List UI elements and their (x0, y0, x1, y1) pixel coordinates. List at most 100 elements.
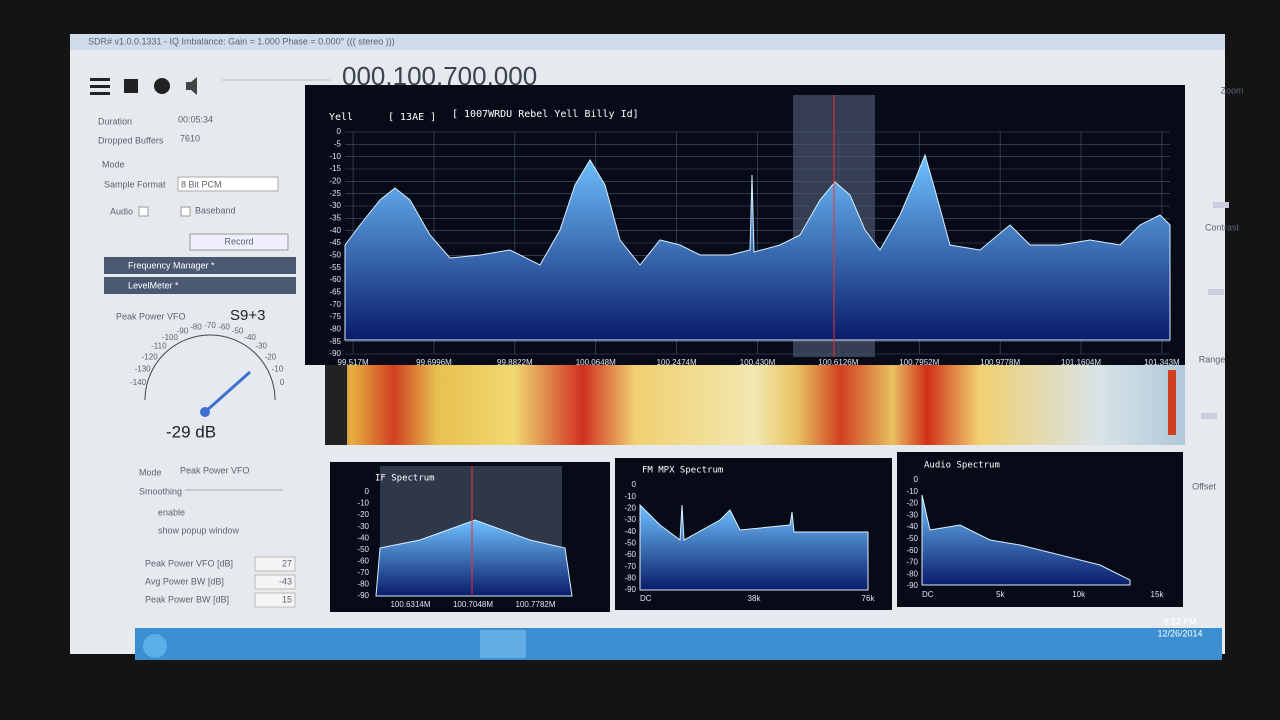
y-tick-label: -80 (906, 569, 918, 578)
slider-label: Offset (1192, 481, 1216, 491)
taskbar (135, 628, 1222, 660)
x-tick-label: 100.6126M (818, 358, 858, 367)
stat-label: Peak Power BW [dB] (145, 594, 229, 604)
y-tick-label: 0 (914, 475, 919, 484)
s-reading: S9+3 (230, 307, 265, 324)
slider-thumb[interactable] (1201, 413, 1217, 419)
value: 7610 (180, 133, 200, 143)
button-label: Record (224, 236, 253, 246)
section-header[interactable] (104, 277, 296, 294)
mute-button[interactable] (186, 77, 197, 95)
y-tick-label: -10 (624, 492, 636, 501)
dropdown-value[interactable]: Peak Power VFO (180, 465, 250, 475)
x-tick-label: 100.2474M (657, 358, 697, 367)
label: Audio (110, 206, 133, 216)
x-tick-label: 5k (996, 590, 1005, 599)
x-tick-label: 100.0648M (576, 358, 616, 367)
y-tick-label: -90 (329, 349, 341, 358)
y-tick-label: -40 (329, 226, 341, 235)
meter-scale-label: -120 (142, 352, 159, 361)
y-tick-label: -40 (906, 522, 918, 531)
label: Mode (139, 467, 162, 477)
slider-label: Contrast (1205, 222, 1240, 232)
record-button[interactable] (189, 233, 289, 251)
x-tick-label: 101.1604M (1061, 358, 1101, 367)
y-tick-label: -5 (334, 139, 342, 148)
x-tick-label: 76k (862, 594, 876, 603)
label: Peak Power VFO (116, 311, 186, 321)
y-tick-label: -90 (624, 585, 636, 594)
x-tick-label: 99.517M (338, 358, 369, 367)
if-trace (375, 519, 573, 597)
color-scale (1168, 370, 1176, 435)
spectrum-trace (344, 153, 1171, 341)
y-tick-label: -80 (357, 580, 369, 589)
y-tick-label: -55 (329, 263, 341, 272)
section-title: LevelMeter * (128, 280, 179, 290)
y-tick-label: -45 (329, 238, 341, 247)
y-tick-label: -30 (357, 522, 369, 531)
menu-icon[interactable] (90, 78, 110, 81)
settings-button[interactable] (154, 78, 170, 94)
panel-title: IF Spectrum (375, 474, 435, 484)
start-button[interactable] (143, 634, 167, 658)
y-tick-label: -35 (329, 213, 341, 222)
meter-scale-label: -100 (162, 333, 179, 342)
dropdown-value: 8 Bit PCM (181, 179, 222, 189)
y-tick-label: -40 (624, 527, 636, 536)
checkbox-label[interactable]: show popup window (158, 525, 240, 535)
y-tick-label: -60 (906, 546, 918, 555)
stat-label: Avg Power BW [dB] (145, 576, 224, 586)
y-tick-label: -90 (906, 581, 918, 590)
y-tick-label: -20 (624, 503, 636, 512)
meter-scale-label: -60 (218, 322, 230, 331)
y-tick-label: -65 (329, 287, 341, 296)
checkbox-label[interactable]: enable (158, 507, 185, 517)
label: Smoothing (139, 486, 182, 496)
y-tick-label: -30 (906, 510, 918, 519)
y-tick-label: -85 (329, 337, 341, 346)
stat-value: -43 (279, 576, 292, 586)
x-tick-label: 100.6314M (390, 600, 430, 609)
slider-thumb[interactable] (1213, 202, 1229, 208)
meter-scale-label: -110 (151, 342, 167, 351)
y-tick-label: -50 (906, 534, 918, 543)
menu-icon (90, 92, 110, 95)
y-tick-label: 0 (632, 480, 637, 489)
label: Sample Format (104, 179, 166, 189)
y-tick-label: -60 (624, 550, 636, 559)
slider-thumb[interactable] (1208, 289, 1224, 295)
section-header[interactable] (104, 257, 296, 274)
stat-box (254, 574, 296, 590)
stat-box (254, 556, 296, 572)
rds-ps: Yell (329, 112, 353, 123)
dropdown[interactable] (177, 176, 279, 192)
label: Duration (98, 116, 132, 126)
waterfall (325, 365, 1185, 445)
panel-title: FM MPX Spectrum (642, 466, 723, 476)
checkbox[interactable] (138, 206, 149, 217)
meter-scale-label: -50 (232, 326, 244, 335)
y-tick-label: -90 (357, 591, 369, 600)
title-bar (70, 34, 1225, 50)
taskbar-app[interactable] (480, 630, 526, 658)
x-tick-label: 99.6996M (416, 358, 452, 367)
y-tick-label: -20 (357, 510, 369, 519)
checkbox[interactable] (180, 206, 191, 217)
y-tick-label: -70 (906, 558, 918, 567)
y-tick-label: -50 (329, 250, 341, 259)
clock-time: 8:22 PM (1163, 616, 1197, 626)
audio-trace (921, 494, 1131, 586)
meter-scale-label: -130 (135, 365, 152, 374)
y-tick-label: -60 (357, 556, 369, 565)
y-tick-label: -40 (357, 533, 369, 542)
meter-scale-label: -30 (255, 342, 267, 351)
panel-title: Audio Spectrum (924, 461, 1000, 471)
rds-rt: [ 1007WRDU Rebel Yell Billy Id] (452, 109, 639, 120)
y-tick-label: -80 (329, 324, 341, 333)
stop-button[interactable] (124, 79, 138, 93)
meter-scale-label: -20 (265, 352, 277, 361)
x-tick-label: 100.430M (740, 358, 776, 367)
x-tick-label: 100.7952M (899, 358, 939, 367)
